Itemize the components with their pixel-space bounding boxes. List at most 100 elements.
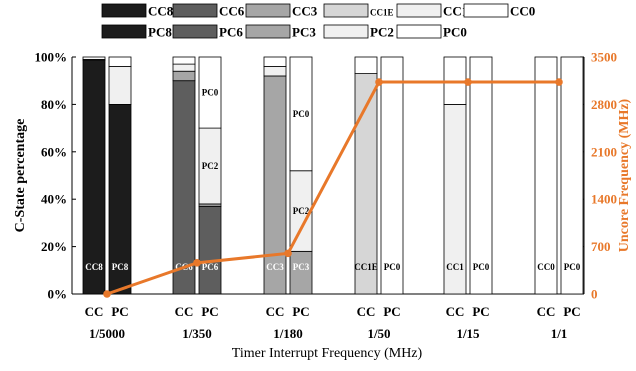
cc-bar-segment-cc0: [534, 56, 558, 295]
pc-bar-label-pc0: PC0: [473, 262, 490, 272]
x-sub-label-cc: CC: [85, 304, 104, 319]
pc-bar-label-pc2: PC2: [202, 161, 219, 171]
cc-bar-segment-cc1: [172, 63, 196, 72]
cc-bar-label-cc3: CC3: [266, 262, 284, 272]
pc-bar-segment-pc0: [198, 56, 222, 129]
legend-swatch-cc8: [101, 3, 147, 18]
uncore-frequency-point: [375, 78, 383, 86]
legend-label-pc6: PC6: [219, 25, 243, 40]
legend-label-cc6: CC6: [219, 4, 245, 19]
pc-bar-label-pc8: PC8: [112, 262, 129, 272]
uncore-frequency-series-line: [106, 80, 559, 296]
cc-bar-segment-cc0: [263, 56, 287, 67]
pc-bar-label-pc0: PC0: [564, 262, 581, 272]
cc-bar-segment-cc0: [172, 56, 196, 65]
legend-label-cc1: CC1: [443, 4, 468, 19]
cc-bar-segment-cc0: [354, 56, 378, 74]
x-sub-label-cc: CC: [357, 304, 376, 319]
y-tick-label-right: 700: [591, 239, 611, 254]
x-sub-label-pc: PC: [383, 304, 400, 319]
uncore-frequency-line: [103, 78, 563, 298]
x-sub-label-cc: CC: [537, 304, 556, 319]
pc-bar-segment-pc0: [289, 56, 313, 172]
cc-bar-label-cc8: CC8: [85, 262, 103, 272]
legend-label-cc0: CC0: [510, 4, 535, 19]
uncore-frequency-point: [464, 78, 472, 86]
uncore-frequency-point: [103, 290, 111, 298]
legend-swatch-cc1e: [323, 3, 369, 18]
legend-swatch-cc0: [463, 3, 509, 18]
legend: CC8 CC6 CC3 CC1E CC1 CC0 PC8 PC6 PC3 PC2 PC0: [101, 3, 535, 40]
pc-bar-segment-pc0: [560, 56, 584, 295]
x-sub-label-cc: CC: [446, 304, 465, 319]
pc-bar-segment-pc3: [289, 250, 313, 295]
y-tick-label-right: 2100: [591, 144, 617, 159]
x-sub-label-pc: PC: [563, 304, 580, 319]
legend-swatch-cc6: [172, 3, 218, 18]
y-tick-label-left: 100%: [35, 50, 68, 65]
x-sub-label-cc: CC: [266, 304, 285, 319]
pc-bar-segment-pc0: [380, 56, 404, 295]
uncore-frequency-point: [284, 249, 292, 258]
x-group-label: 1/50: [367, 326, 390, 341]
x-sub-label-cc: CC: [175, 304, 194, 319]
pc-bar-label-pc6: PC6: [202, 262, 219, 272]
uncore-frequency-point: [193, 259, 201, 267]
y-tick-label-right: 2800: [591, 97, 617, 112]
legend-label-cc1e: CC1E: [370, 8, 394, 18]
legend-swatch-cc1: [396, 3, 442, 18]
legend-swatch-pc2: [323, 24, 369, 39]
cc-bar-label-cc1: CC1: [446, 262, 464, 272]
x-group-label: 1/350: [182, 326, 212, 341]
y-tick-label-left: 20%: [41, 239, 67, 254]
cc-bar-segment-cc0: [82, 56, 106, 60]
y-tick-label-left: 0%: [48, 287, 68, 302]
legend-swatch-cc3: [245, 3, 291, 18]
legend-label-cc3: CC3: [292, 4, 318, 19]
x-group-label: 1/5000: [89, 326, 125, 341]
legend-label-pc8: PC8: [148, 25, 172, 40]
axes: 0% 20% 40% 60% 80% 100% 0 700 1400 2100 2800 3500 C-…: [13, 50, 632, 302]
legend-swatch-pc3: [245, 24, 291, 39]
x-group-label: 1/15: [456, 326, 480, 341]
pc-bar-label-pc0: PC0: [202, 88, 219, 98]
pc-bar-segment-pc0: [469, 56, 493, 295]
x-sub-label-pc: PC: [292, 304, 309, 319]
y-tick-label-right: 3500: [591, 50, 617, 65]
y-tick-label-left: 40%: [41, 192, 67, 207]
x-labels: CC PC 1/5000 CC PC 1/350 CC PC 1/180 CC PC 1/50 CC PC…: [85, 304, 581, 361]
legend-swatch-pc0: [396, 24, 442, 39]
pc-bar-segment-pc2: [108, 66, 132, 105]
cc-bar-label-cc1e: CC1E: [354, 262, 378, 272]
y-tick-label-left: 80%: [41, 97, 67, 112]
uncore-frequency-point: [555, 78, 563, 86]
legend-label-cc8: CC8: [148, 4, 174, 19]
pc-bar-label-pc0: PC0: [384, 262, 401, 272]
y-tick-label-right: 0: [591, 287, 598, 302]
cc-bar-segment-cc8: [82, 60, 106, 295]
y-tick-label-left: 60%: [41, 144, 67, 159]
y-axis-title-right: Uncore Frequency (MHz): [617, 98, 632, 252]
legend-swatch-pc8: [101, 24, 147, 39]
pc-bar-segment-pc6: [198, 205, 222, 295]
legend-label-pc2: PC2: [370, 25, 394, 40]
cc-bar-segment-cc3: [172, 70, 196, 82]
legend-swatch-pc6: [172, 24, 218, 39]
y-tick-label-right: 1400: [591, 192, 617, 207]
x-sub-label-pc: PC: [472, 304, 489, 319]
x-group-label: 1/180: [273, 326, 303, 341]
y-axis-title-left: C-State percentage: [13, 119, 28, 233]
cc-bar-label-cc0: CC0: [537, 262, 555, 272]
x-axis-title: Timer Interrupt Frequency (MHz): [232, 346, 423, 361]
pc-bar-segment-pc0: [108, 56, 132, 67]
cc-bar-segment-cc1: [263, 66, 287, 77]
pc-bar-label-pc2: PC2: [293, 206, 310, 216]
pc-bar-label-pc3: PC3: [293, 262, 310, 272]
x-sub-label-pc: PC: [111, 304, 128, 319]
legend-label-pc3: PC3: [292, 25, 316, 40]
pc-bar-label-pc0: PC0: [293, 109, 310, 119]
x-sub-label-pc: PC: [201, 304, 218, 319]
